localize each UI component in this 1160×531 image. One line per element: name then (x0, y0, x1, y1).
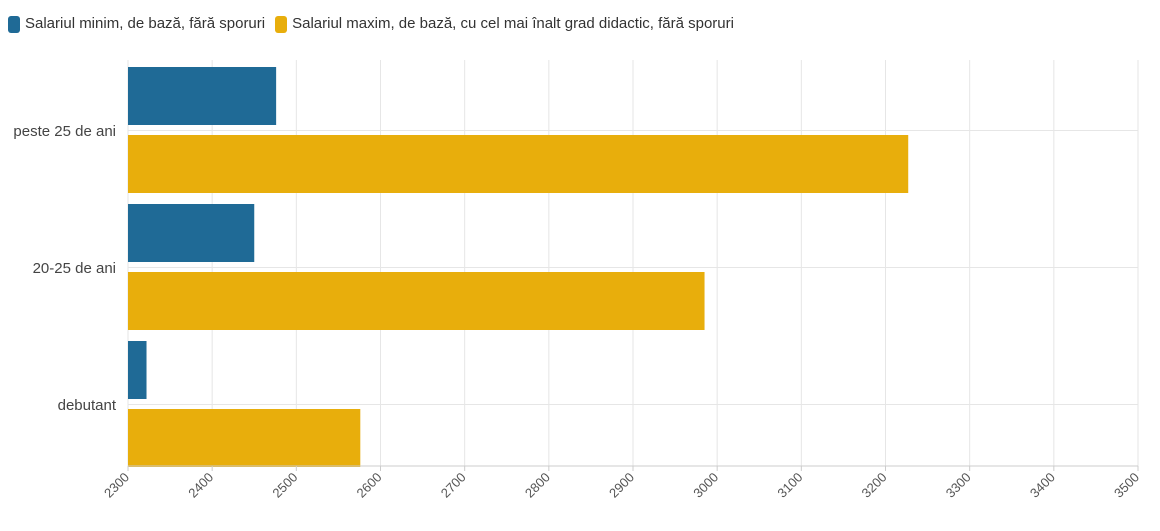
legend-item-min[interactable]: Salariul minim, de bază, fără sporuri (8, 14, 265, 34)
x-tick-label: 2800 (522, 470, 553, 501)
x-tick-label: 2900 (606, 470, 637, 501)
x-tick-label: 3500 (1111, 470, 1142, 501)
legend: Salariul minim, de bază, fără sporuri Sa… (8, 14, 744, 34)
legend-item-max[interactable]: Salariul maxim, de bază, cu cel mai înal… (275, 14, 734, 34)
bar-max-1 (128, 272, 705, 330)
category-label: peste 25 de ani (13, 123, 116, 140)
x-tick-label: 2500 (269, 470, 300, 501)
bar-max-0 (128, 135, 909, 193)
x-tick-label: 3000 (690, 470, 721, 501)
x-tick-label: 3300 (943, 470, 974, 501)
legend-label-min: Salariul minim, de bază, fără sporuri (25, 15, 266, 32)
category-label: 20-25 de ani (33, 260, 116, 277)
category-label: debutant (58, 397, 117, 414)
x-tick-label: 3200 (859, 470, 890, 501)
x-tick-label: 2300 (101, 470, 132, 501)
bar-min-0 (128, 67, 277, 125)
x-tick-label: 3400 (1027, 470, 1058, 501)
x-tick-label: 3100 (774, 470, 805, 501)
bar-min-1 (128, 204, 255, 262)
legend-swatch-min (8, 15, 20, 33)
x-tick-label: 2700 (438, 470, 469, 501)
legend-label-max: Salariul maxim, de bază, cu cel mai înal… (292, 15, 734, 32)
x-tick-label: 2400 (185, 470, 216, 501)
legend-swatch-max (275, 15, 288, 33)
x-tick-label: 2600 (354, 470, 385, 501)
bar-max-2 (128, 409, 361, 467)
bar-min-2 (128, 341, 147, 399)
